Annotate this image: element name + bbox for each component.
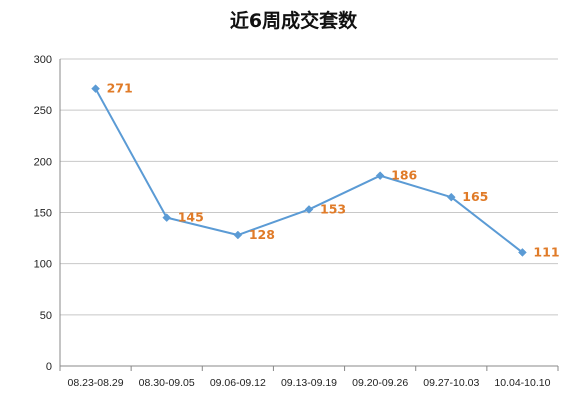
data-label: 186 xyxy=(391,168,417,183)
chart-title: 近6周成交套数 xyxy=(229,10,358,32)
series-line xyxy=(94,88,524,254)
data-label: 153 xyxy=(320,201,346,216)
data-point xyxy=(162,213,172,222)
y-tick-label: 150 xyxy=(34,208,52,220)
data-label: 271 xyxy=(107,81,133,96)
x-tick-label: 09.20-09.26 xyxy=(352,377,408,389)
data-label: 165 xyxy=(462,189,488,204)
x-tick-label: 08.23-08.29 xyxy=(68,377,124,389)
data-label: 128 xyxy=(249,227,275,242)
y-tick-label: 100 xyxy=(34,259,52,271)
data-point xyxy=(518,248,527,257)
data-label: 111 xyxy=(533,244,559,259)
y-tick-label: 50 xyxy=(40,310,52,322)
y-tick-label: 250 xyxy=(34,105,52,117)
y-tick-label: 200 xyxy=(34,156,52,168)
data-point xyxy=(375,171,385,181)
data-point xyxy=(233,230,243,240)
data-point xyxy=(304,205,314,214)
y-tick-label: 300 xyxy=(34,54,52,66)
data-point xyxy=(91,84,100,94)
data-point xyxy=(446,192,456,202)
x-tick-label: 09.13-09.19 xyxy=(281,377,337,389)
x-tick-label: 08.30-09.05 xyxy=(139,377,195,389)
data-label: 145 xyxy=(178,210,204,225)
x-tick-label: 10.04-10.10 xyxy=(494,377,550,389)
x-tick-label: 09.06-09.12 xyxy=(210,377,266,389)
y-tick-label: 0 xyxy=(46,361,52,373)
x-tick-label: 09.27-10.03 xyxy=(423,377,479,389)
